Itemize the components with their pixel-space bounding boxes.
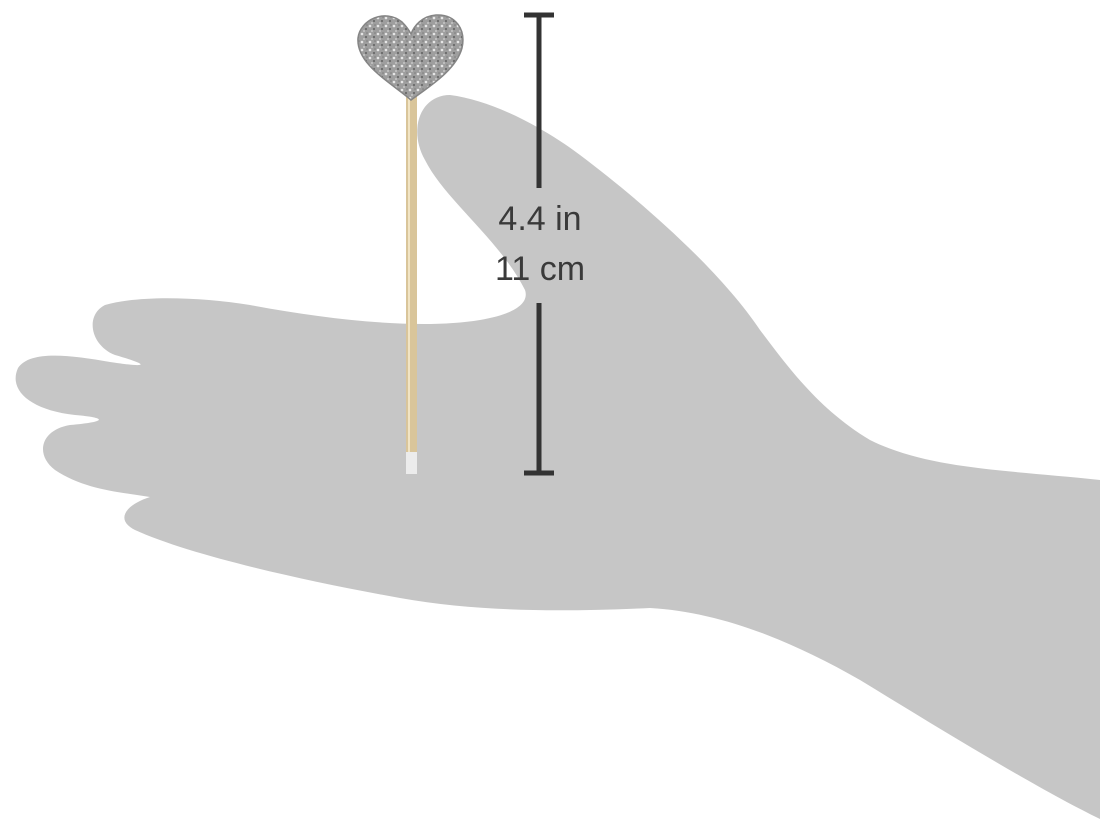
wooden-stick — [406, 88, 417, 474]
dimension-bar-icon — [524, 12, 554, 476]
hand-silhouette — [15, 95, 1100, 819]
length-inches-label: 4.4 in — [498, 200, 582, 238]
heart-topper-icon — [357, 14, 464, 101]
length-centimeters-label: 11 cm — [494, 250, 586, 288]
